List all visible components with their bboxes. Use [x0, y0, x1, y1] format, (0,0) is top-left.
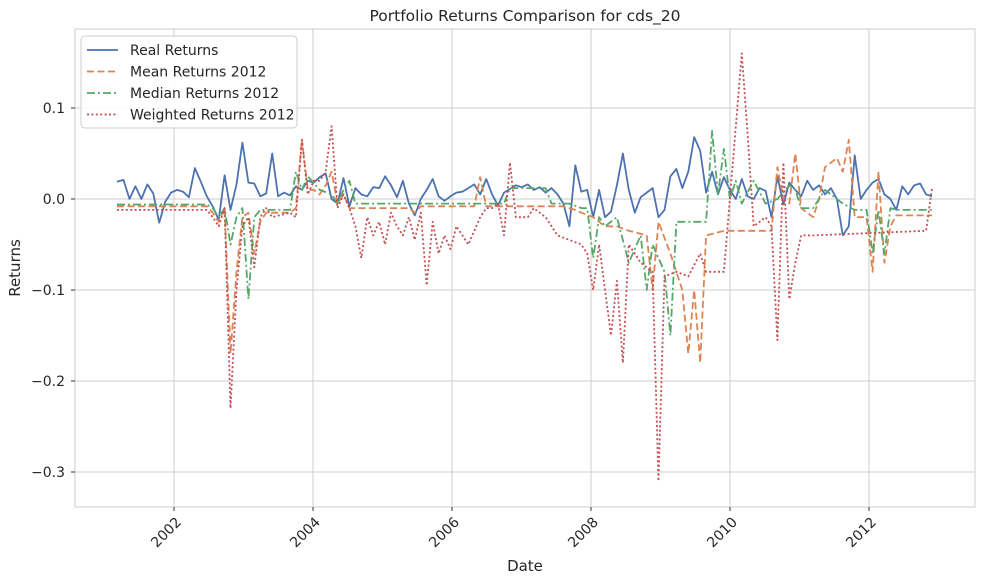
y-tick-label: −0.1: [31, 283, 65, 299]
x-axis-label: Date: [507, 557, 543, 575]
legend-box: [80, 35, 298, 129]
y-tick-label: 0.0: [43, 192, 65, 208]
x-tick-label: 2002: [148, 515, 185, 552]
y-tick-label: −0.3: [31, 465, 65, 481]
plot-frame: [74, 28, 976, 508]
x-tick-label: 2004: [287, 514, 324, 551]
x-tick-label: 2012: [843, 515, 880, 552]
series-layer: [116, 52, 933, 483]
legend: Real Returns Mean Returns 2012 Median Retu…: [80, 35, 298, 129]
legend-label: Median Returns 2012: [130, 86, 279, 102]
x-axis: 2002 2004 2006 2008 2010 2012: [148, 507, 880, 551]
series-line-3: [117, 129, 932, 337]
series-line-2: [117, 138, 932, 364]
legend-label: Weighted Returns 2012: [130, 108, 295, 124]
series-line-4: [117, 52, 933, 483]
y-tick-label: −0.2: [31, 374, 65, 390]
y-axis-label: Returns: [6, 239, 24, 297]
x-tick-label: 2010: [704, 515, 741, 552]
chart-title: Portfolio Returns Comparison for cds_20: [369, 7, 680, 26]
y-axis: −0.3 −0.2 −0.1 0.0 0.1: [31, 101, 75, 481]
series-line-1: [116, 136, 933, 237]
x-tick-label: 2008: [565, 515, 602, 552]
legend-label: Mean Returns 2012: [130, 65, 266, 81]
legend-label: Real Returns: [130, 43, 218, 59]
x-tick-label: 2006: [426, 514, 463, 551]
y-tick-label: 0.1: [43, 101, 65, 117]
